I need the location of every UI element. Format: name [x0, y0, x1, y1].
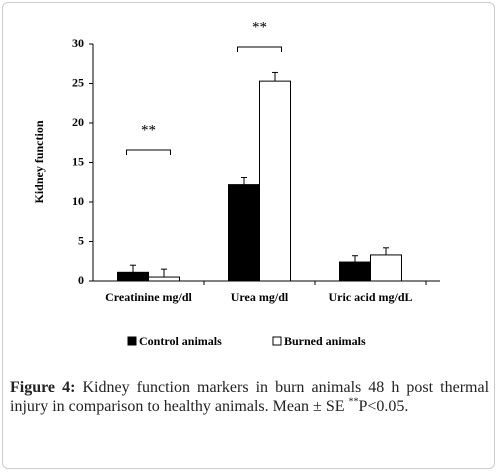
caption-tail: P<0.05.: [358, 398, 409, 415]
figure-frame: [2, 2, 495, 469]
chart: Kidney function 0 5 10 15 20 25 30 Creatinine m…: [32, 19, 440, 348]
caption-text: Kidney function markers in burn animals …: [10, 379, 490, 415]
y-axis-label: Kidney function: [32, 120, 46, 203]
legend-label: Control animals: [139, 334, 222, 348]
bar: [259, 80, 291, 282]
significance-bracket: [237, 46, 282, 52]
y-tick-label: 15: [72, 154, 84, 168]
significance-label: **: [252, 19, 267, 35]
y-tick-label: 30: [72, 36, 84, 50]
caption-label: Figure 4:: [10, 379, 76, 396]
bar: [339, 261, 371, 282]
y-tick-label: 5: [78, 233, 84, 247]
significance-label: **: [141, 122, 156, 138]
y-tick-label: 0: [78, 273, 84, 287]
x-tick-label: Urea mg/dl: [231, 290, 289, 304]
caption-sup: **: [348, 396, 359, 408]
significance-bracket: [126, 149, 171, 155]
y-tick-label: 20: [72, 115, 84, 129]
legend-swatch: [127, 336, 137, 346]
bar: [228, 184, 260, 282]
caption: Figure 4: Kidney function markers in bur…: [10, 378, 489, 416]
legend-swatch: [272, 336, 282, 346]
legend-label: Burned animals: [284, 334, 366, 348]
bar: [148, 276, 180, 282]
x-tick-label: Uric acid mg/dL: [329, 290, 413, 304]
x-tick-label: Creatinine mg/dl: [105, 290, 192, 304]
y-tick-label: 10: [72, 194, 84, 208]
bar: [370, 254, 402, 282]
y-tick-label: 25: [72, 75, 84, 89]
bar: [117, 271, 149, 282]
